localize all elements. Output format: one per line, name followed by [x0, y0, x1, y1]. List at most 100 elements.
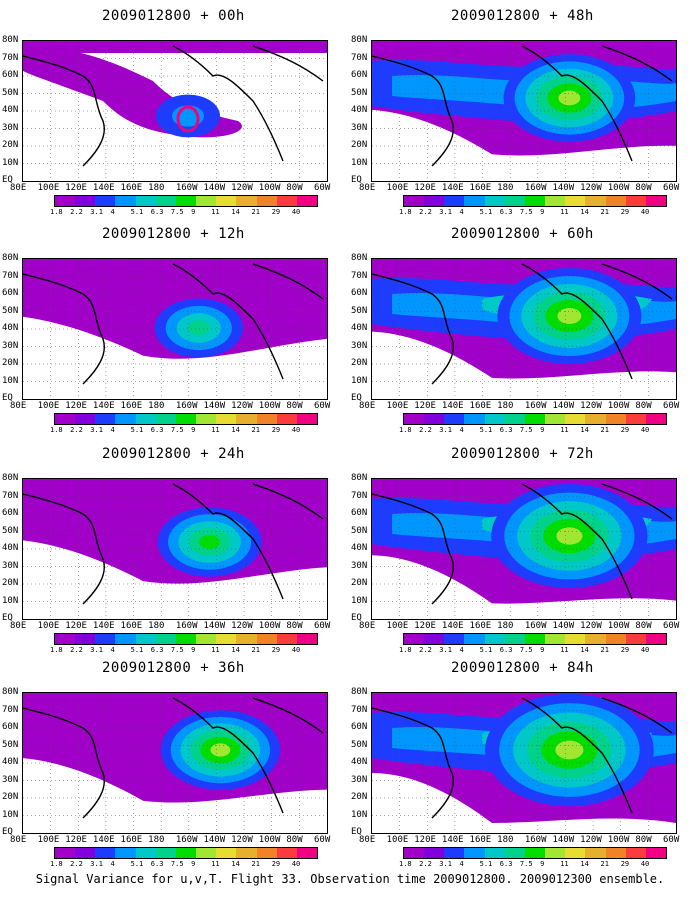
colorbar-swatch [645, 196, 667, 206]
latitude-label: 20N [2, 358, 19, 368]
colorbar-swatch [585, 196, 606, 206]
longitude-label: 80W [635, 183, 652, 193]
colorbar-label: 29 [620, 646, 630, 654]
longitude-label: 140W [552, 183, 575, 193]
longitude-label: 100W [258, 401, 281, 411]
forecast-map [22, 258, 328, 400]
longitude-label: 120W [580, 401, 602, 411]
longitude-label: 160E [120, 401, 143, 411]
colorbar-label: 3.1 [439, 426, 452, 434]
colorbar-swatch [605, 634, 626, 644]
latitude-label: 30N [351, 122, 368, 133]
colorbar-swatch [464, 414, 485, 424]
longitude-label: 100W [258, 835, 281, 845]
colorbar-label: 3.1 [90, 426, 103, 434]
colorbar-label: 6.3 [499, 208, 513, 216]
colorbar-label: 14 [231, 208, 240, 216]
colorbar-label: 6.3 [150, 426, 164, 434]
longitude-label: 140W [203, 183, 226, 193]
colorbar-label: 7.5 [170, 426, 184, 434]
longitude-label: 80E [10, 835, 27, 845]
longitude-label: 160E [469, 183, 492, 193]
latitude-label: 70N [351, 704, 368, 715]
colorbar-label: 2.2 [70, 860, 83, 868]
colorbar-swatch [565, 848, 586, 858]
longitude-label: 140E [441, 621, 464, 631]
longitude-label: 140W [203, 835, 226, 845]
colorbar-swatch [55, 196, 76, 206]
latitude-label: 10N [2, 157, 19, 168]
latitude-label: 50N [2, 87, 19, 98]
colorbar-label: 2.2 [419, 646, 432, 654]
colorbar-label: 29 [620, 208, 630, 216]
colorbar-label: 6.3 [150, 208, 164, 216]
colorbar-swatch [135, 848, 156, 858]
longitude-label: 100E [386, 401, 409, 411]
longitude-label: 80E [10, 401, 27, 411]
colorbar-swatch [196, 196, 217, 206]
colorbar-label: 40 [640, 426, 650, 434]
longitude-label: 100W [607, 621, 630, 631]
colorbar-swatch [75, 634, 96, 644]
colorbar-swatch [585, 634, 606, 644]
latitude-label: 50N [351, 525, 368, 536]
colorbar-label: 2.2 [70, 426, 83, 434]
latitude-label: 50N [351, 305, 368, 316]
longitude-label: 120W [580, 835, 602, 845]
colorbar-swatch [545, 848, 566, 858]
colorbar-label: 40 [291, 860, 301, 868]
colorbar-swatch [55, 848, 76, 858]
colorbar-swatch [55, 414, 76, 424]
colorbar-label: 9 [191, 208, 196, 216]
longitude-label: 100E [37, 835, 60, 845]
colorbar-swatch [424, 196, 445, 206]
latitude-label: 40N [2, 757, 19, 767]
latitude-label: 60N [351, 70, 368, 80]
longitude-label: 140W [203, 401, 226, 411]
colorbar [54, 413, 318, 425]
longitude-label: 140E [441, 835, 464, 845]
longitude-label: 120E [65, 621, 87, 631]
colorbar [54, 195, 318, 207]
colorbar-label: 4 [459, 208, 464, 216]
latitude-label: 10N [351, 157, 368, 168]
colorbar-label: 14 [231, 860, 240, 868]
longitude-label: 60W [663, 835, 680, 845]
colorbar-label: 2.2 [419, 426, 432, 434]
colorbar-label: 3.1 [90, 208, 103, 216]
colorbar-swatch [585, 848, 606, 858]
colorbar-label: 40 [291, 646, 301, 654]
colorbar-swatch [155, 634, 176, 644]
colorbar-swatch [444, 414, 465, 424]
colorbar-swatch [256, 634, 277, 644]
longitude-label: 80W [635, 401, 652, 411]
latitude-label: 40N [351, 323, 368, 333]
latitude-label: 40N [2, 323, 19, 333]
latitude-label: 10N [2, 595, 19, 606]
colorbar-label: 3.1 [90, 860, 103, 868]
colorbar-swatch [524, 196, 546, 206]
longitude-label: 120W [231, 835, 253, 845]
colorbar-label: 4 [459, 860, 464, 868]
latitude-label: EQ [351, 175, 362, 185]
colorbar-label: 7.5 [519, 426, 533, 434]
colorbar-label: 6.3 [499, 426, 513, 434]
colorbar-swatch [444, 634, 465, 644]
colorbar-label: 7.5 [170, 208, 184, 216]
colorbar-swatch [196, 414, 217, 424]
colorbar-swatch [95, 414, 116, 424]
figure-caption: Signal Variance for u,v,T. Flight 33. Ob… [35, 872, 665, 886]
longitude-label: 160E [120, 183, 143, 193]
colorbar-swatch [256, 196, 277, 206]
colorbar-label: 4 [110, 646, 115, 654]
colorbar [54, 847, 318, 859]
longitude-label: 60W [663, 401, 680, 411]
longitude-label: 180 [497, 835, 514, 845]
colorbar-label: 11 [211, 208, 220, 216]
colorbar-label: 11 [560, 426, 569, 434]
colorbar-label: 1.8 [50, 208, 63, 216]
colorbar-swatch [196, 634, 217, 644]
latitude-label: EQ [351, 613, 362, 623]
colorbar-swatch [175, 848, 197, 858]
colorbar-swatch [524, 634, 546, 644]
